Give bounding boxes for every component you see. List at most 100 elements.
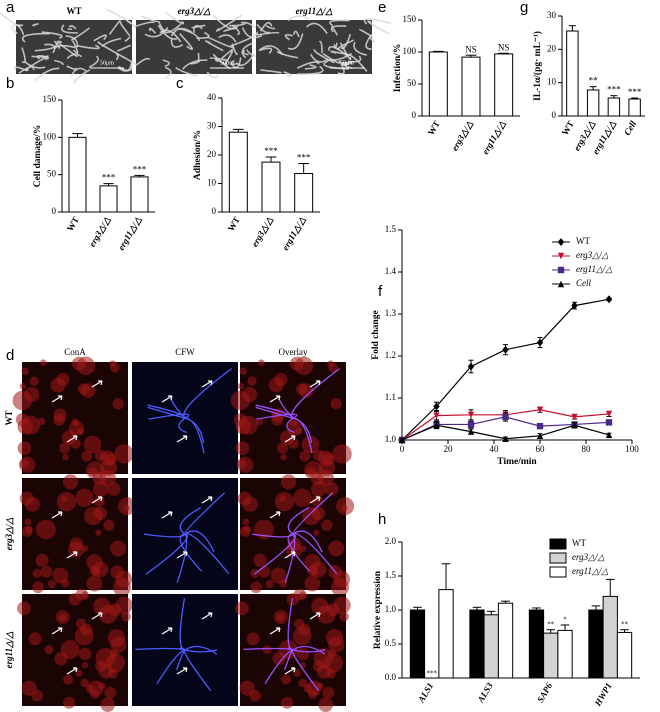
hypha-stain bbox=[184, 417, 205, 454]
cell-stain bbox=[239, 415, 259, 435]
hypha bbox=[106, 8, 132, 25]
cell-stain bbox=[106, 482, 121, 496]
cell-stain bbox=[265, 579, 274, 589]
arrow bbox=[201, 496, 213, 504]
hypha bbox=[66, 65, 78, 71]
cell-stain bbox=[36, 519, 56, 540]
cell-stain bbox=[21, 367, 29, 375]
hypha bbox=[233, 31, 259, 46]
arrow bbox=[91, 380, 103, 388]
hypha bbox=[344, 54, 368, 72]
cell-stain bbox=[68, 593, 82, 606]
marker bbox=[502, 435, 509, 442]
cell-stain bbox=[237, 491, 252, 506]
hypha bbox=[223, 26, 237, 32]
bar bbox=[99, 185, 118, 213]
x-tick-label: erg11△/△ bbox=[116, 215, 143, 252]
legend-label: erg11△/△ bbox=[576, 264, 612, 274]
cell-stain bbox=[81, 662, 89, 669]
hypha bbox=[18, 66, 35, 74]
cell-stain bbox=[310, 471, 325, 485]
hypha bbox=[0, 12, 21, 29]
cell-stain bbox=[50, 377, 66, 393]
cell-stain bbox=[281, 674, 292, 685]
legend-label: erg3△/△ bbox=[576, 250, 609, 260]
marker bbox=[536, 422, 544, 430]
marker bbox=[467, 362, 475, 371]
cell-stain bbox=[109, 649, 119, 658]
hypha bbox=[318, 40, 323, 54]
significance-label: *** bbox=[607, 85, 621, 95]
hypha bbox=[135, 57, 151, 66]
y-axis-label: Cell damage/% bbox=[33, 125, 43, 188]
bar bbox=[566, 30, 579, 117]
bar bbox=[497, 602, 514, 679]
arrow bbox=[284, 435, 296, 443]
cell-stain bbox=[242, 386, 258, 403]
hypha bbox=[353, 41, 368, 56]
cell-stain bbox=[303, 684, 312, 693]
cell-stain bbox=[92, 471, 107, 485]
marker bbox=[467, 411, 475, 418]
hypha-stain bbox=[255, 404, 294, 419]
cell-stain bbox=[331, 578, 349, 597]
cell-stain bbox=[339, 611, 349, 622]
x-tick-label: WT bbox=[426, 119, 442, 137]
hypha bbox=[214, 58, 224, 64]
hypha bbox=[331, 25, 339, 36]
cell-stain bbox=[293, 618, 305, 630]
bar bbox=[261, 161, 281, 213]
hypha-stain bbox=[135, 647, 186, 651]
cell-stain bbox=[110, 540, 127, 557]
y-axis-label: Infection/% bbox=[393, 44, 403, 93]
hypha bbox=[260, 69, 282, 74]
cell-stain bbox=[107, 668, 118, 679]
hypha bbox=[93, 34, 107, 42]
cell-stain bbox=[296, 383, 308, 395]
hypha bbox=[193, 24, 203, 33]
hypha bbox=[347, 55, 362, 63]
bar bbox=[409, 609, 426, 679]
x-tick-label: 0 bbox=[400, 444, 405, 454]
cell-stain bbox=[107, 629, 126, 647]
hypha bbox=[292, 30, 300, 38]
cell-stain bbox=[88, 680, 104, 696]
significance-label: *** bbox=[628, 87, 642, 97]
hypha bbox=[256, 23, 271, 34]
hypha bbox=[70, 67, 87, 77]
cell-stain bbox=[75, 618, 87, 630]
hypha bbox=[117, 44, 131, 52]
arrow bbox=[66, 551, 78, 559]
cell-stain bbox=[299, 450, 311, 462]
y-tick-label: 50 bbox=[407, 78, 417, 88]
cell-stain bbox=[61, 430, 77, 445]
y-axis-label: Fold change bbox=[371, 310, 381, 359]
cell-stain bbox=[32, 581, 45, 594]
x-tick-label: erg3△/△ bbox=[249, 215, 274, 249]
cell-stain bbox=[19, 382, 27, 390]
cell-stain bbox=[328, 362, 338, 373]
cell-stain bbox=[306, 680, 322, 696]
marker bbox=[557, 252, 565, 260]
cell-stain bbox=[336, 497, 355, 516]
y-tick-label: 1.3 bbox=[385, 308, 397, 318]
cell-stain bbox=[24, 386, 40, 403]
y-tick-label: 40 bbox=[207, 92, 217, 102]
cell-stain bbox=[110, 565, 124, 579]
bar bbox=[483, 614, 499, 679]
hypha bbox=[218, 34, 237, 43]
hypha-stain bbox=[148, 413, 190, 420]
bar bbox=[469, 609, 485, 679]
marker bbox=[557, 266, 565, 274]
cell-stain bbox=[327, 649, 337, 658]
arrow bbox=[161, 511, 173, 519]
cell-stain bbox=[71, 418, 80, 427]
cell-stain bbox=[32, 568, 42, 578]
panel-letter: d bbox=[6, 347, 14, 364]
hypha bbox=[54, 59, 65, 66]
hypha bbox=[206, 71, 219, 79]
arrow bbox=[51, 627, 63, 635]
marker bbox=[557, 280, 565, 288]
cell-stain bbox=[91, 566, 101, 576]
significance-label: *** bbox=[102, 173, 116, 183]
